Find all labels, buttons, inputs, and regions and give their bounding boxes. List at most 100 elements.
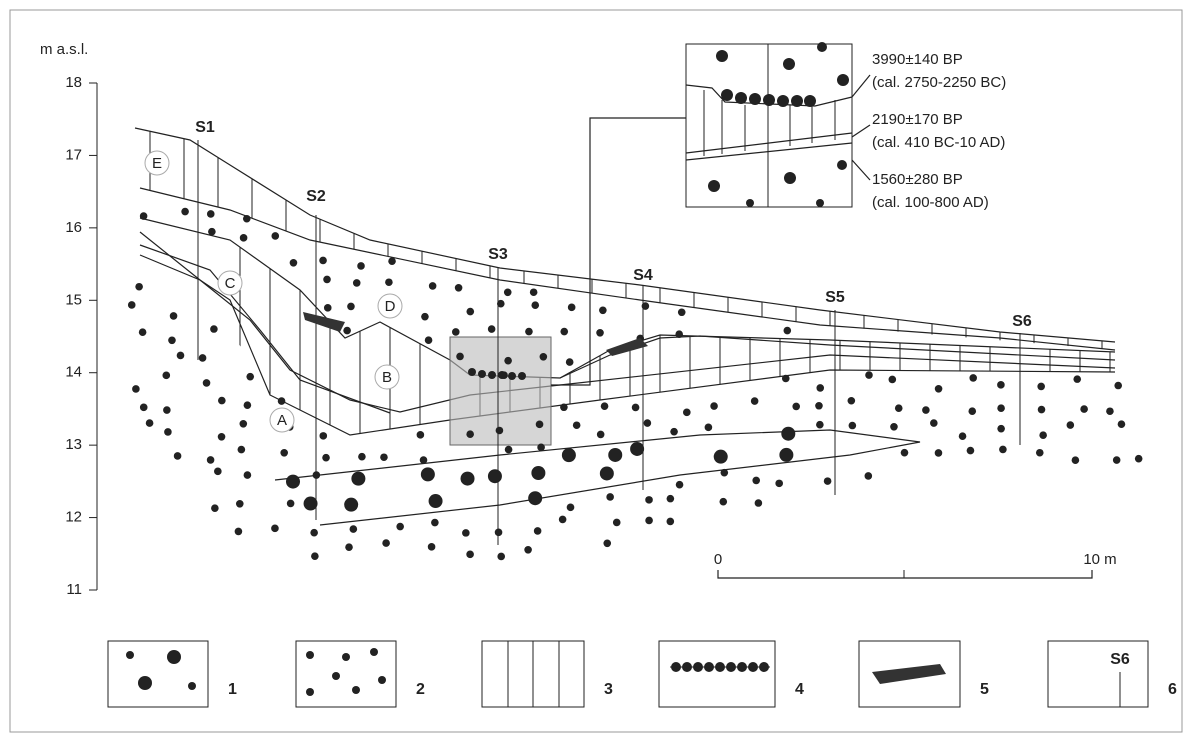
date-cal: (cal. 2750-2250 BC) xyxy=(872,74,1006,91)
legend-dot xyxy=(726,662,736,672)
sand-dot xyxy=(644,419,652,427)
legend-label: 2 xyxy=(416,681,425,698)
sand-dot xyxy=(597,431,605,439)
gravel xyxy=(344,498,358,512)
sand-dot xyxy=(755,499,763,507)
sand-dot xyxy=(240,234,248,242)
sand-dot xyxy=(675,330,683,338)
sand-dot xyxy=(824,477,832,485)
sand-dot xyxy=(645,517,653,525)
legend-dot xyxy=(704,662,714,672)
sand-dot xyxy=(599,307,607,315)
sand-dot xyxy=(676,481,684,489)
date-age: 3990±140 BP xyxy=(872,51,963,68)
sand-dot xyxy=(525,328,533,336)
legend-dot xyxy=(759,662,769,672)
sand-dot xyxy=(380,453,388,461)
gravel xyxy=(531,466,545,480)
leader xyxy=(551,118,686,385)
sand-dot xyxy=(170,312,178,320)
sand-dot xyxy=(140,212,148,220)
sand-dot xyxy=(997,425,1005,433)
sand-dot xyxy=(997,381,1005,389)
sand-dot xyxy=(135,283,143,291)
sand-dot xyxy=(207,456,215,464)
sand-dot xyxy=(168,336,176,344)
section-label: S5 xyxy=(825,289,845,306)
legend-sample: S6 xyxy=(1110,651,1130,668)
sand-dot xyxy=(752,477,760,485)
sand-dot xyxy=(815,402,823,410)
legend-dot xyxy=(671,662,681,672)
sand-dot xyxy=(278,397,286,405)
sand-dot xyxy=(606,493,614,501)
legend-label: 5 xyxy=(980,681,989,698)
y-tick-label: 11 xyxy=(66,581,82,598)
sand-dot xyxy=(174,452,182,460)
sand-dot xyxy=(164,428,172,436)
sand-dot xyxy=(496,427,504,435)
sand-dot xyxy=(534,527,542,535)
legend-dot xyxy=(715,662,725,672)
axis-unit: m a.s.l. xyxy=(40,41,88,58)
page: m a.s.l. S1S2S3S4S5S6ABCDE 3990±140 BP(c… xyxy=(0,0,1192,741)
sand-dot xyxy=(1118,420,1126,428)
legend-dot xyxy=(306,688,314,696)
sand-dot xyxy=(1067,421,1075,429)
sand-dot xyxy=(347,303,355,311)
sand-dot xyxy=(792,403,800,411)
sand-dot xyxy=(959,432,967,440)
sand-dot xyxy=(632,404,640,412)
gravel xyxy=(304,497,318,511)
sand-dot xyxy=(290,259,298,267)
sand-dot xyxy=(428,543,436,551)
dates: 3990±140 BP(cal. 2750-2250 BC)2190±170 B… xyxy=(872,51,1006,211)
sand-dot xyxy=(935,449,943,457)
legend-dot xyxy=(682,662,692,672)
sand-dot xyxy=(239,420,247,428)
sand-dot xyxy=(560,328,568,336)
sand-dot xyxy=(775,480,783,488)
sand-dot xyxy=(559,516,567,524)
inset xyxy=(686,42,870,207)
sand-dot xyxy=(246,373,254,381)
sand-dot xyxy=(353,279,361,287)
sediment-dots xyxy=(128,208,1143,561)
scale-start: 0 xyxy=(714,551,722,568)
sand-dot xyxy=(280,449,288,457)
sand-dot xyxy=(540,353,548,361)
sand-dot xyxy=(719,498,727,506)
sand-dot xyxy=(218,433,226,441)
unit-label: D xyxy=(385,298,396,315)
sand-dot xyxy=(865,371,873,379)
sand-dot xyxy=(456,353,464,361)
gravel xyxy=(608,448,622,462)
legend-dot xyxy=(126,651,134,659)
sand-dot xyxy=(566,358,574,366)
sand-dot xyxy=(1114,382,1122,390)
sand-dot xyxy=(596,329,604,337)
legend-dot xyxy=(693,662,703,672)
sand-dot xyxy=(218,397,226,405)
gravel xyxy=(461,472,475,486)
sand-dot xyxy=(601,402,609,410)
legend-box xyxy=(108,641,208,707)
sand-dot xyxy=(613,519,621,527)
sand-dot xyxy=(244,401,252,409)
y-tick-label: 13 xyxy=(65,436,82,453)
sand-dot xyxy=(683,409,691,417)
sand-dot xyxy=(324,304,332,312)
sand-dot xyxy=(504,357,512,365)
sand-dot xyxy=(162,372,170,380)
sand-dot xyxy=(358,453,366,461)
legend-dot xyxy=(138,676,152,690)
sand-dot xyxy=(429,282,437,290)
sand-dot xyxy=(350,525,358,533)
sand-dot xyxy=(382,539,390,547)
y-tick-label: 16 xyxy=(65,219,82,236)
y-tick-label: 14 xyxy=(65,364,82,381)
sand-dot xyxy=(524,546,532,554)
sand-dot xyxy=(849,422,857,430)
sand-dot xyxy=(1106,407,1114,415)
sand-dot xyxy=(751,397,759,405)
